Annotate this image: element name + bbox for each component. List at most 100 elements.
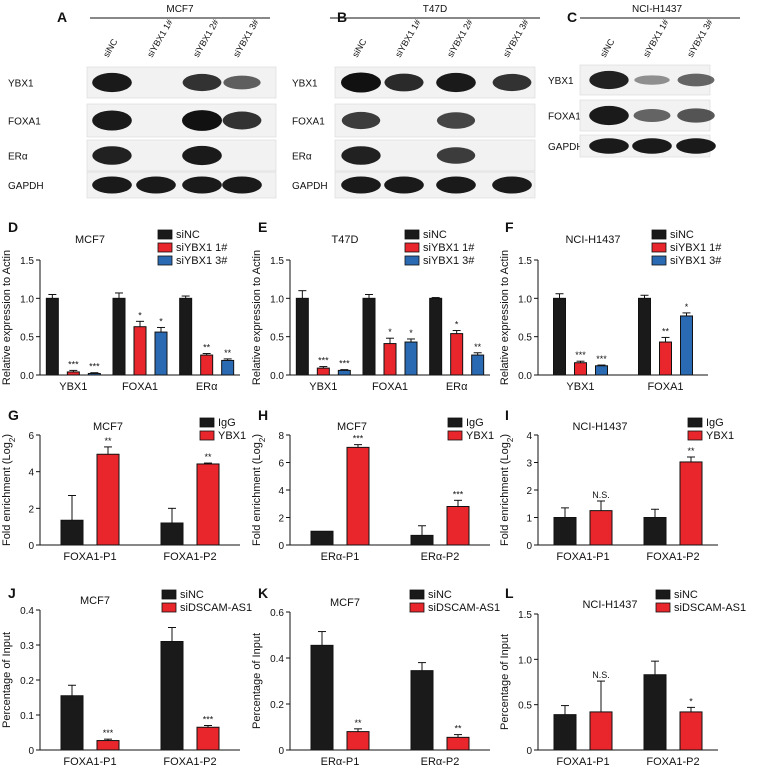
blot-row-label: YBX1 (548, 76, 574, 87)
cell-line-label: NCI-H1437 (632, 4, 682, 15)
y-tick-label: 0.3 (20, 641, 34, 652)
blot-row-label: FOXA1 (8, 117, 41, 128)
bar (429, 297, 443, 376)
blot-band (589, 138, 629, 154)
y-axis-label-text: Relative expression to Actin (251, 250, 263, 385)
lane-label: siNC (101, 37, 120, 59)
y-axis-label: Relative expression to Actin (499, 250, 511, 385)
blot-band (182, 110, 222, 131)
bar (680, 315, 693, 376)
chart-title: MCF7 (80, 595, 110, 607)
legend-swatch (199, 417, 215, 428)
legend-label: IgG (706, 417, 724, 429)
x-tick-label: ERα (446, 381, 468, 393)
blot-band (384, 176, 424, 194)
y-axis-label-text: Fold enrichment (Log (1, 442, 13, 546)
bar (295, 297, 309, 376)
significance-label: *** (89, 362, 100, 372)
blot-band (341, 176, 381, 194)
x-tick-label: FOXA1-P2 (163, 756, 216, 768)
y-tick-label: 0.5 (20, 333, 34, 344)
bar (471, 354, 485, 376)
blot-band (589, 105, 629, 126)
y-axis-label-sub: 2 (258, 437, 267, 442)
significance-label: *** (575, 350, 586, 360)
significance-label: N.S. (592, 490, 610, 500)
blot-panel-c: C NCI-H1437 siNC siYBX1 1# siYBX1 3# YBX1 FOXA… (548, 4, 740, 158)
y-tick-label: 0.0 (270, 371, 284, 382)
bar (133, 326, 147, 376)
chart-title: MCF7 (337, 421, 367, 433)
significance-label: ** (224, 348, 232, 358)
legend-swatch (157, 229, 173, 240)
legend-label: siYBX1 1# (176, 242, 228, 254)
y-tick-label: 1 (526, 514, 532, 525)
legend-label: siNC (423, 229, 447, 241)
y-tick-label: 1.0 (518, 655, 532, 666)
legend-label: siNC (180, 589, 204, 601)
bar (346, 731, 370, 751)
legend-swatch (404, 255, 420, 266)
blot-band (182, 73, 222, 92)
blot-band (633, 109, 671, 122)
x-tick-label: FOXA1-P1 (63, 551, 116, 563)
y-tick-label: 4 (28, 468, 34, 479)
y-tick-label: 0.5 (518, 701, 532, 712)
panel-letter: B (337, 9, 347, 25)
blot-band (492, 73, 532, 92)
chart-title: MCF7 (93, 421, 123, 433)
lane-label: siYBX1 3# (685, 18, 715, 59)
blot-band (677, 73, 715, 87)
y-tick-label: 6 (28, 431, 34, 442)
x-tick-label: YBX1 (309, 381, 337, 393)
legend-swatch (651, 255, 667, 266)
blot-band (589, 70, 629, 90)
panel-letter: C (567, 9, 577, 25)
legend-swatch (409, 602, 425, 613)
blot-row-label: YBX1 (292, 79, 318, 90)
lane-label: siYBX1 1# (393, 18, 423, 59)
cell-line-label: MCF7 (166, 4, 194, 15)
legend-label: IgG (218, 417, 236, 429)
blot-band (92, 146, 132, 165)
lane-label: siYBX1 2# (445, 18, 475, 59)
significance-label: *** (68, 359, 79, 369)
blot-panel-b: B T47D siNC siYBX1 1# siYBX1 2# siYBX1 3# YBX1… (292, 4, 540, 199)
bar (446, 736, 470, 751)
y-axis-label-sub: 2 (8, 437, 17, 442)
y-tick-label: 0.2 (20, 676, 34, 687)
y-tick-label: 1.5 (518, 256, 532, 267)
legend-label: siNC (674, 589, 698, 601)
legend-label: siYBX1 1# (670, 242, 722, 254)
blot-band (492, 176, 532, 194)
bar (200, 354, 214, 376)
bar (154, 331, 168, 376)
legend-label: YBX1 (466, 430, 494, 442)
lane-label: siNC (598, 37, 617, 59)
lane-label: siYBX1 3# (231, 18, 261, 59)
legend-label: siYBX1 3# (670, 255, 722, 267)
significance-label: N.S. (592, 670, 610, 680)
blot-band (436, 147, 476, 164)
blot-band (436, 72, 476, 93)
legend-label: siDSCAM-AS1 (674, 602, 746, 614)
blot-row-label: ERα (292, 152, 312, 163)
y-tick-label: 0.4 (20, 606, 34, 617)
bar (679, 711, 703, 751)
y-tick-label: 0.5 (270, 333, 284, 344)
bar (96, 453, 120, 546)
chart-panel-l: L NCI-H1437 0 0.5 1.0 1.5 Percentage of Input N… (499, 585, 746, 768)
y-tick-label: 6 (278, 459, 284, 470)
y-tick-label: 0 (526, 541, 532, 552)
significance-label: * (455, 320, 459, 330)
chart-panel-f: F NCI-H1437 0.0 0.5 1.0 1.5 Relative expressio… (499, 219, 722, 393)
significance-label: ** (203, 343, 211, 353)
blot-band (634, 75, 670, 85)
x-tick-label: FOXA1-P1 (556, 551, 609, 563)
blot-band (182, 145, 222, 166)
lane-label: siYBX1 1# (641, 18, 671, 59)
x-tick-label: FOXA1-P2 (646, 551, 699, 563)
y-tick-label: 2 (526, 486, 532, 497)
